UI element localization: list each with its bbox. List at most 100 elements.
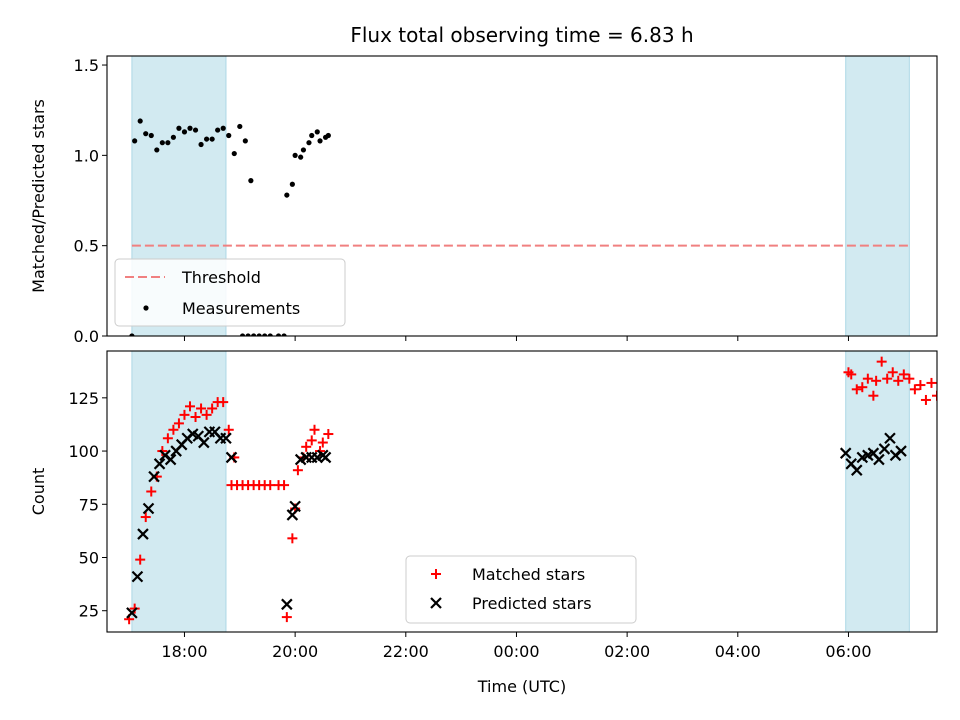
- y-tick-label: 1.0: [74, 146, 99, 165]
- data-point-plus: [882, 373, 893, 384]
- data-point: [245, 333, 251, 336]
- x-stroke-b: [220, 432, 232, 445]
- x-tick-label: 04:00: [715, 642, 761, 661]
- y-tick-label: 1.5: [74, 56, 99, 75]
- data-point: [248, 178, 254, 184]
- legend-bottom: Matched stars Predicted stars: [405, 555, 637, 624]
- data-point-plus: [301, 441, 312, 452]
- data-point-x: [895, 445, 907, 457]
- data-point-x: [148, 470, 160, 483]
- x-stroke-b: [895, 445, 907, 457]
- data-point-plus: [185, 401, 195, 412]
- data-point: [198, 141, 204, 148]
- x-stroke-b: [845, 458, 858, 470]
- data-point-x: [319, 451, 332, 464]
- data-point-plus: [871, 375, 882, 386]
- panel-1-frame: [106, 55, 938, 337]
- data-point-plus: [168, 424, 179, 435]
- shaded-interval: [845, 56, 910, 336]
- data-point-plus: [287, 533, 298, 544]
- chart-title: Flux total observing time = 6.83 h: [350, 23, 693, 47]
- legend-predicted-label: Predicted stars: [472, 594, 592, 613]
- x-stroke-b: [839, 447, 852, 459]
- data-point: [231, 150, 237, 157]
- data-point-x: [225, 451, 238, 464]
- legend-box: [405, 555, 637, 624]
- legend-threshold-label: Threshold: [181, 268, 261, 287]
- x-stroke-b: [137, 528, 149, 540]
- data-point-plus: [306, 435, 317, 446]
- data-point-plus: [846, 369, 857, 380]
- x-stroke-b: [884, 432, 896, 445]
- y-tick-label: 50: [79, 548, 99, 567]
- data-point: [226, 132, 232, 139]
- data-point-plus: [323, 429, 334, 440]
- y-axis-label: Matched/Predicted stars: [29, 99, 48, 293]
- x-stroke-b: [850, 464, 863, 476]
- data-point-plus: [201, 409, 212, 420]
- legend-predicted-swatch-b: [430, 597, 442, 609]
- x-stroke-b: [164, 453, 177, 466]
- data-point-plus: [196, 403, 207, 414]
- data-point: [237, 123, 243, 130]
- data-point-plus: [140, 512, 151, 523]
- data-point-x: [137, 528, 149, 540]
- data-point: [209, 136, 215, 142]
- x-stroke-b: [153, 458, 166, 470]
- data-point-x: [850, 464, 863, 476]
- data-point: [314, 129, 320, 135]
- shaded-interval: [845, 351, 910, 632]
- data-point: [159, 140, 165, 146]
- x-stroke-b: [148, 470, 160, 483]
- x-stroke-b: [192, 430, 205, 442]
- x-stroke-b: [225, 451, 238, 464]
- data-point: [170, 134, 176, 140]
- legend-top: Threshold Measurements: [114, 258, 346, 327]
- data-point-plus: [173, 418, 184, 429]
- data-point-plus: [279, 480, 290, 491]
- data-point-x: [884, 432, 896, 445]
- data-point-plus: [893, 375, 904, 386]
- data-point-plus: [223, 424, 234, 435]
- x-axis-label: Time (UTC): [477, 677, 566, 696]
- data-point: [154, 147, 160, 153]
- x-stroke-b: [186, 428, 199, 440]
- data-point-x: [873, 453, 885, 466]
- x-tick-label: 22:00: [383, 642, 429, 661]
- data-point: [256, 333, 262, 336]
- data-point: [284, 192, 290, 198]
- data-point: [267, 333, 273, 336]
- data-point: [300, 147, 307, 153]
- x-tick-label: 06:00: [825, 642, 871, 661]
- x-tick-label: 00:00: [493, 642, 539, 661]
- x-stroke-b: [867, 447, 880, 459]
- data-point: [220, 125, 226, 131]
- data-point-plus: [932, 390, 937, 401]
- legend-matched-label: Matched stars: [472, 565, 585, 584]
- data-point-plus: [317, 437, 328, 448]
- data-point: [306, 140, 312, 146]
- data-point-plus: [909, 384, 920, 395]
- data-point: [137, 118, 143, 124]
- data-point: [148, 132, 154, 139]
- data-point: [298, 154, 304, 160]
- data-point-plus: [862, 373, 873, 384]
- x-tick-label: 02:00: [604, 642, 650, 661]
- data-point-plus: [218, 397, 229, 408]
- data-point: [309, 132, 315, 139]
- data-point-plus: [162, 433, 173, 444]
- data-point-plus: [920, 394, 931, 405]
- data-point-x: [281, 598, 293, 611]
- data-point: [187, 125, 193, 131]
- panel-2-plot-area: [124, 351, 937, 632]
- data-point-plus: [146, 486, 157, 497]
- data-point-plus: [857, 382, 868, 393]
- x-stroke-b: [289, 500, 301, 513]
- x-stroke-b: [198, 436, 210, 449]
- data-point-x: [878, 443, 891, 455]
- y-tick-label: 0.0: [74, 327, 99, 346]
- data-point: [325, 132, 331, 139]
- x-stroke-b: [281, 598, 293, 611]
- legend-box: [114, 258, 346, 327]
- data-point-plus: [876, 356, 887, 367]
